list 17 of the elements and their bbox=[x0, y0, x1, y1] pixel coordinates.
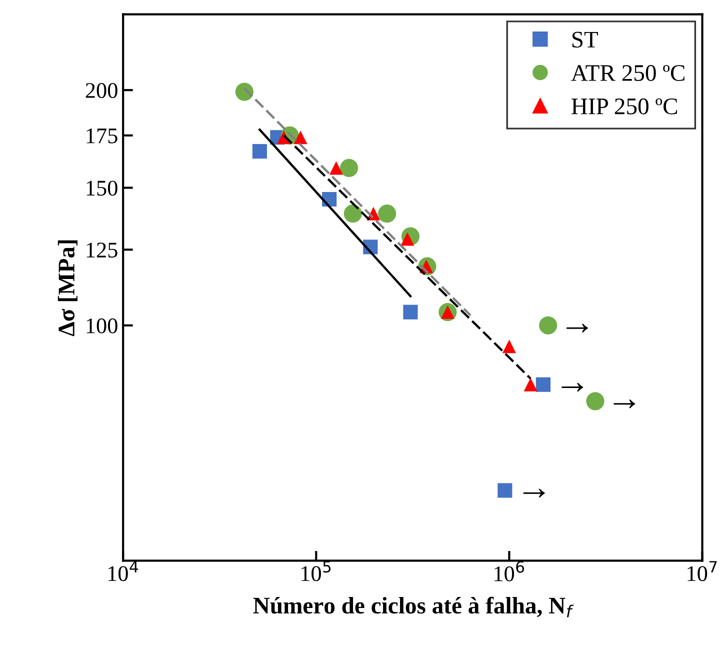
y-tick-label: 150 bbox=[86, 180, 118, 196]
x-tick-label: 10$^{4}$ bbox=[108, 561, 138, 582]
y-tick-label: 175 bbox=[86, 128, 118, 144]
x-axis-title: Número de ciclos até à falha, N$_{f}$ bbox=[253, 596, 574, 618]
annotation: → bbox=[562, 383, 584, 392]
legend-label: ST bbox=[572, 32, 598, 48]
annotation: → bbox=[523, 488, 545, 498]
annotation: → bbox=[566, 324, 588, 332]
y-tick-label: 200 bbox=[86, 83, 118, 98]
x-tick-label: 10$^{6}$ bbox=[494, 561, 524, 582]
legend-label: ATR 250 ºC bbox=[571, 65, 684, 81]
annotation: → bbox=[614, 400, 636, 408]
y-tick-label: 100 bbox=[86, 318, 118, 334]
y-tick-label: 125 bbox=[86, 242, 118, 258]
x-tick-label: 10$^{7}$ bbox=[688, 561, 717, 582]
legend-label: HIP 250 ºC bbox=[572, 98, 678, 114]
y-axis-title: Δσ [MPa] bbox=[58, 240, 78, 336]
